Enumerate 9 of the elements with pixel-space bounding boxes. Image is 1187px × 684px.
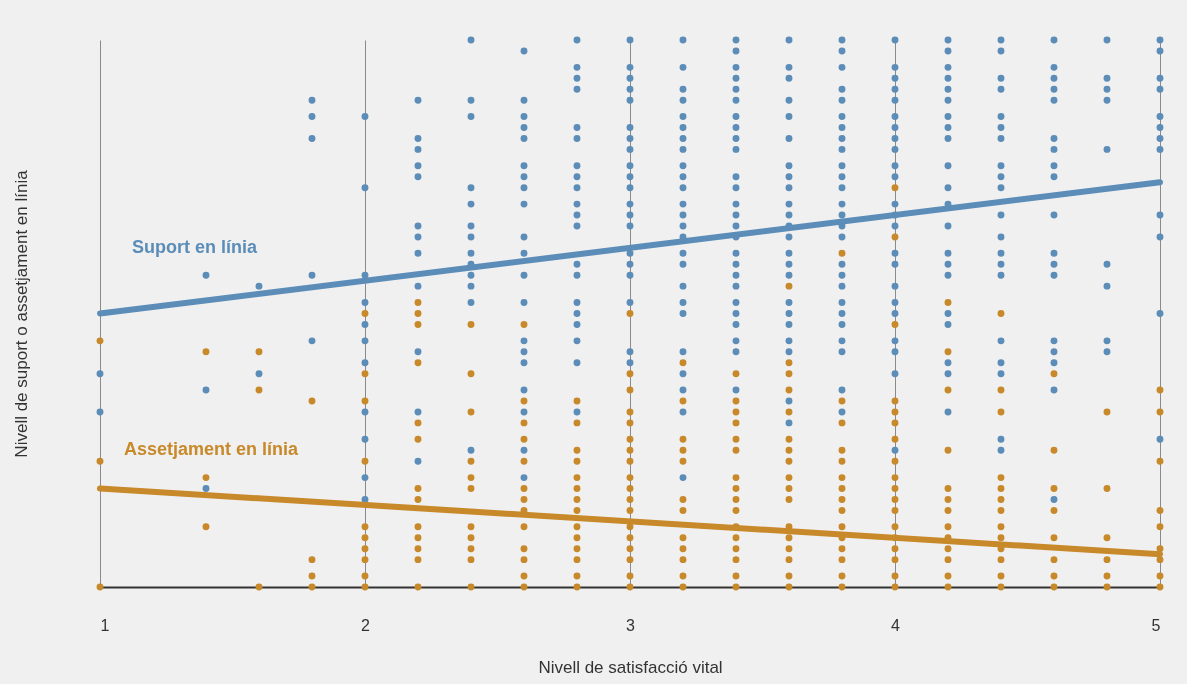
series-label: Assetjament en línia	[124, 438, 300, 459]
x-tick-label: 2	[361, 616, 371, 634]
series-label: Suport en línia	[132, 236, 258, 257]
x-axis-title: Nivell de satisfacció vital	[538, 657, 723, 677]
x-tick-label: 3	[626, 616, 636, 634]
x-tick-label: 4	[891, 616, 901, 634]
y-axis-title: Nivell de suport o assetjament en línia	[11, 169, 31, 458]
x-tick-label: 1	[100, 616, 110, 634]
x-tick-label: 5	[1151, 616, 1161, 634]
